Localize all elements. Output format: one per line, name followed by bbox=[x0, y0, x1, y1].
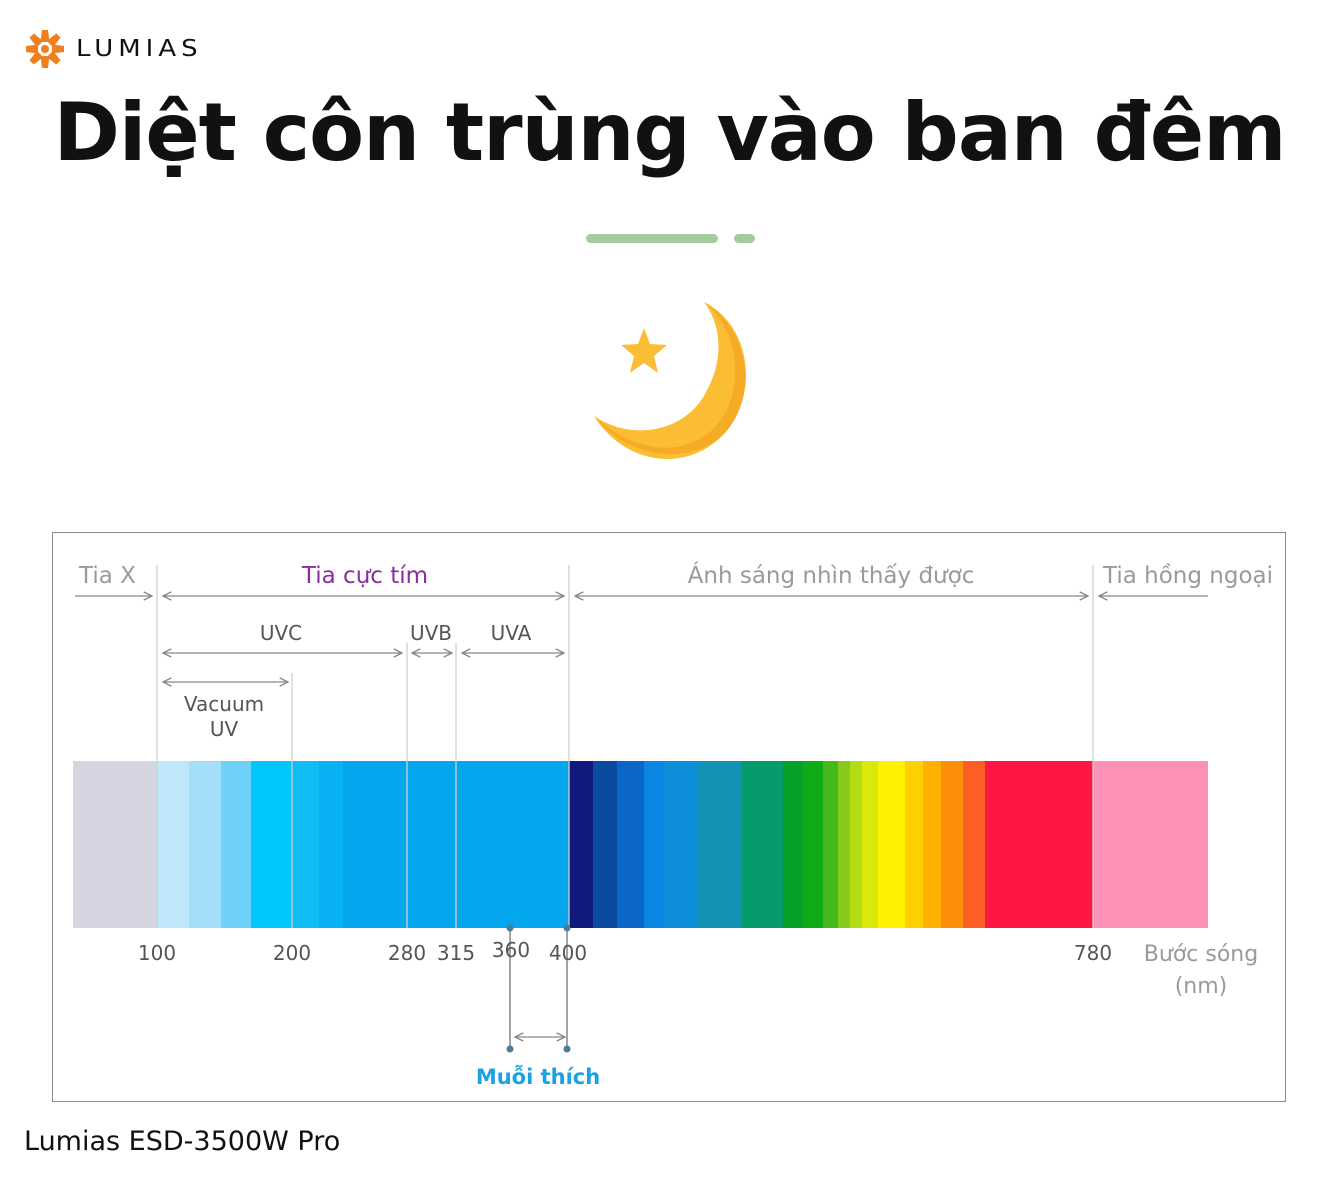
uv-spectrum-diagram: Tia X Tia cực tím Ánh sáng nhìn thấy đượ… bbox=[52, 532, 1286, 1102]
visible-band bbox=[862, 761, 878, 928]
xray-band bbox=[73, 761, 157, 928]
visible-band bbox=[741, 761, 783, 928]
page-title: Diệt côn trùng vào ban đêm bbox=[53, 86, 1287, 179]
visible-band bbox=[664, 761, 697, 928]
logo-petal bbox=[46, 50, 61, 65]
crescent-moon-star-icon bbox=[594, 302, 746, 459]
visible-band bbox=[850, 761, 862, 928]
logo-petal bbox=[40, 56, 50, 68]
uv-band bbox=[319, 761, 343, 928]
label-visible: Ánh sáng nhìn thấy được bbox=[688, 561, 975, 589]
tick-label: 360 bbox=[492, 938, 530, 962]
tick-label: 780 bbox=[1074, 941, 1112, 965]
tick-label: 100 bbox=[138, 941, 176, 965]
sun-burst-icon bbox=[26, 30, 64, 68]
logo-petal bbox=[26, 44, 38, 54]
label-uv: Tia cực tím bbox=[301, 563, 428, 589]
tick-label: 280 bbox=[388, 941, 426, 965]
boundary-lines bbox=[156, 565, 1094, 928]
visible-band bbox=[878, 761, 905, 928]
visible-band bbox=[593, 761, 617, 928]
range-arrows bbox=[75, 596, 1208, 1037]
visible-band bbox=[569, 761, 593, 928]
visible-band bbox=[923, 761, 941, 928]
red-band bbox=[985, 761, 1093, 928]
visible-band bbox=[617, 761, 644, 928]
visible-band bbox=[644, 761, 664, 928]
visible-band bbox=[823, 761, 838, 928]
spectrum-svg: Tia X Tia cực tím Ánh sáng nhìn thấy đượ… bbox=[73, 561, 1273, 1089]
logo-petal bbox=[46, 33, 61, 48]
tick-label: 400 bbox=[549, 941, 587, 965]
uv-band bbox=[292, 761, 319, 928]
visible-band bbox=[905, 761, 923, 928]
logo-petal bbox=[40, 30, 50, 42]
label-uva: UVA bbox=[491, 621, 532, 645]
visible-band bbox=[941, 761, 963, 928]
visible-band bbox=[963, 761, 985, 928]
mosquito-range-dots bbox=[506, 924, 571, 1053]
uv-band bbox=[157, 761, 189, 928]
visible-band bbox=[783, 761, 803, 928]
label-vacuum-uv-line1: Vacuum bbox=[184, 692, 264, 716]
uv-band bbox=[189, 761, 221, 928]
logo-petal bbox=[29, 50, 44, 65]
spectrum-band bbox=[73, 761, 1208, 928]
product-name: Lumias ESD-3500W Pro bbox=[24, 1126, 341, 1157]
mosquito-label: Muỗi thích bbox=[476, 1065, 600, 1089]
axis-label-line1: Bước sóng bbox=[1144, 942, 1258, 967]
tick-label: 200 bbox=[273, 941, 311, 965]
label-uvb: UVB bbox=[410, 621, 452, 645]
tick-label: 315 bbox=[437, 941, 475, 965]
infrared-band bbox=[1093, 761, 1208, 928]
logo-petal bbox=[29, 33, 44, 48]
visible-band bbox=[803, 761, 823, 928]
brand-logo: LUMIAS bbox=[24, 28, 203, 70]
uv-band bbox=[221, 761, 251, 928]
divider-bar bbox=[586, 234, 718, 243]
visible-band bbox=[697, 761, 741, 928]
mosquito-range-lines bbox=[509, 928, 568, 1049]
label-uvc: UVC bbox=[260, 621, 302, 645]
logo-text: LUMIAS bbox=[76, 35, 203, 63]
label-vacuum-uv-line2: UV bbox=[210, 717, 239, 741]
label-xray: Tia X bbox=[78, 563, 136, 589]
divider-dot bbox=[734, 234, 755, 243]
axis-label-line2: (nm) bbox=[1175, 974, 1228, 999]
visible-band bbox=[838, 761, 850, 928]
label-infrared: Tia hồng ngoại bbox=[1102, 563, 1273, 589]
uv-band bbox=[251, 761, 292, 928]
logo-petal bbox=[52, 44, 64, 54]
